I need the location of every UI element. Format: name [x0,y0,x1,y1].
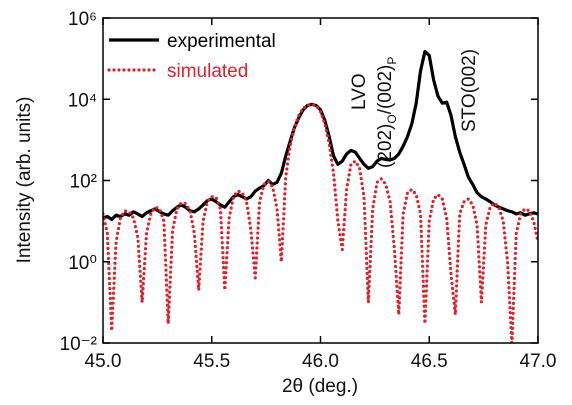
legend-label: experimental [167,31,276,52]
y-tick-label: 10⁶ [68,9,97,30]
series-line [103,102,538,343]
x-axis-label: 2θ (deg.) [282,376,358,397]
series-line [103,49,538,222]
annotation-part: /(002) [375,65,396,115]
x-tick-label: 47.0 [520,351,557,372]
annotation: LVO [349,73,370,110]
x-tick-label: 46.0 [302,351,339,372]
annotation-part: O [385,114,399,123]
y-tick-label: 10² [70,172,97,193]
y-tick-label: 10⁴ [68,90,97,111]
legend-label: simulated [167,61,248,82]
y-tick-label: 10⁻² [60,334,98,355]
annotation-part: P [385,57,399,65]
x-tick-label: 46.5 [411,351,448,372]
x-tick-label: 45.0 [85,351,122,372]
annotation: STO(002) [459,49,480,132]
annotation: (202)O/(002)P [375,57,399,168]
annotation-part: (202) [375,124,396,168]
y-tick-label: 10⁰ [68,253,97,274]
y-axis-label: Intensity (arb. units) [14,97,35,264]
x-tick-label: 45.5 [193,351,230,372]
